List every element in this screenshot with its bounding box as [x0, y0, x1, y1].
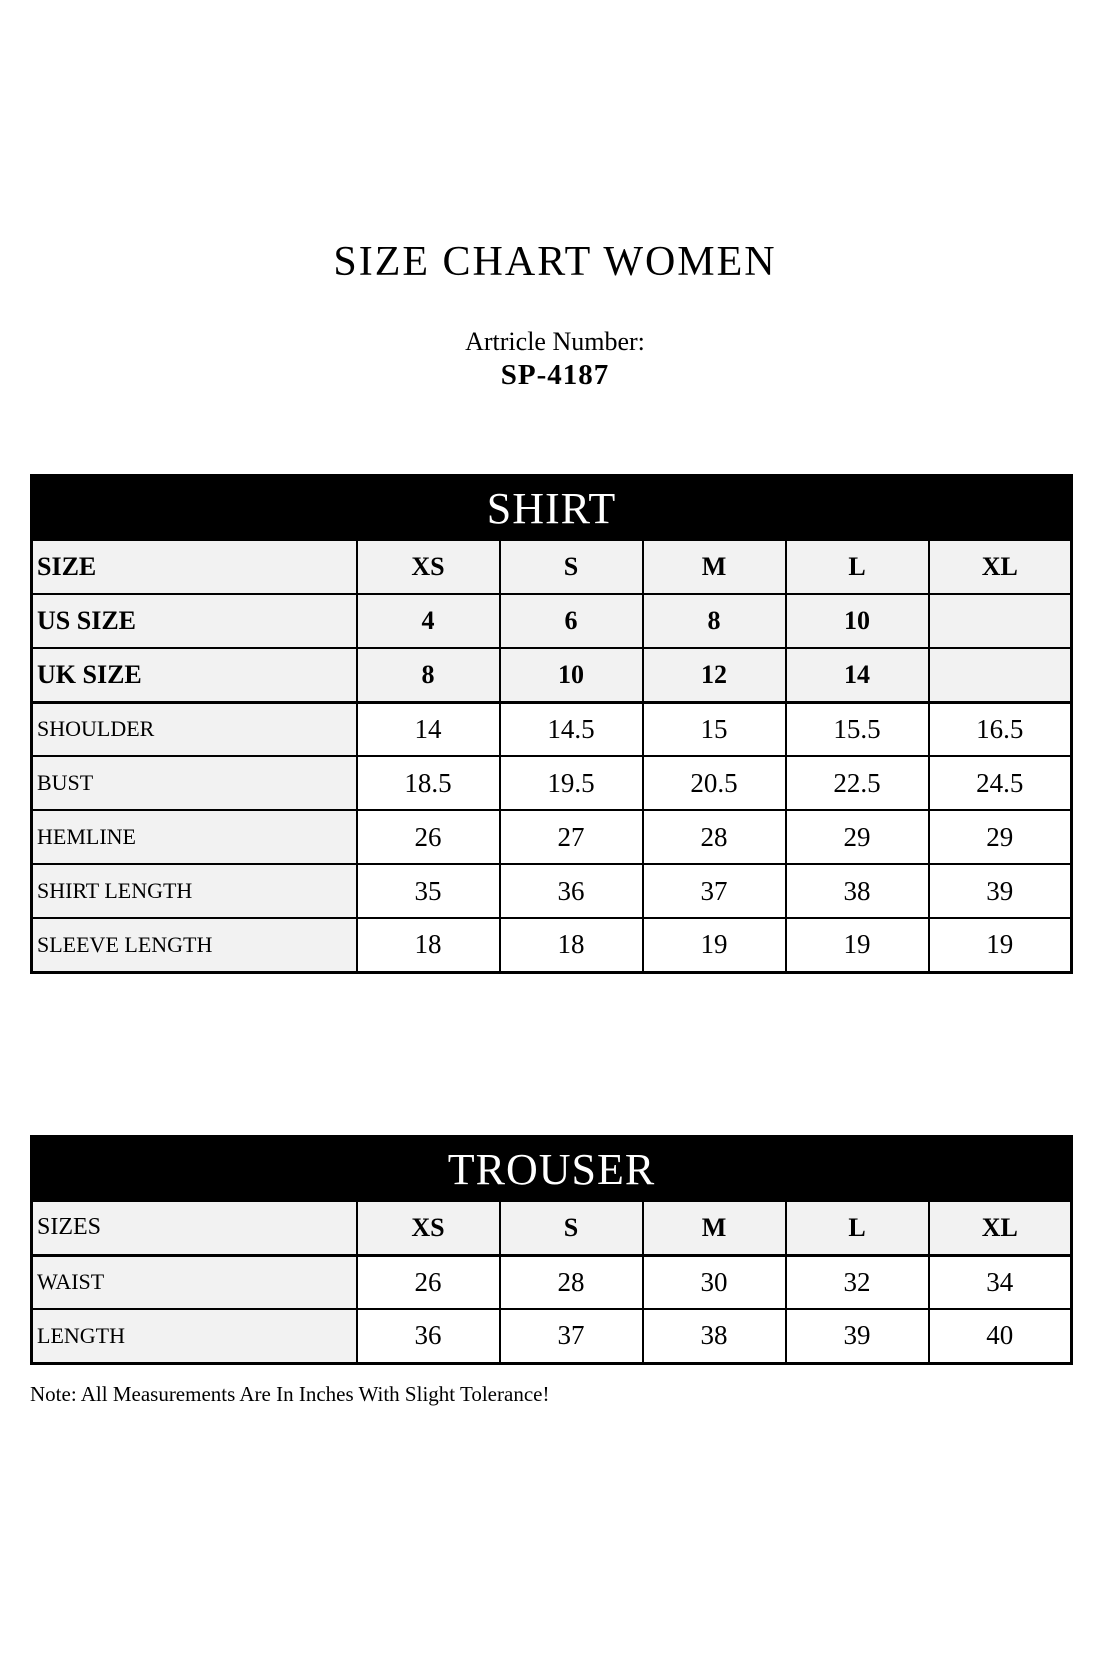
table-row: LENGTH 36 37 38 39 40 — [30, 1308, 1073, 1364]
row-label: SIZES — [30, 1200, 358, 1257]
row-label: SIZE — [30, 539, 358, 595]
row-label: SLEEVE LENGTH — [30, 917, 358, 973]
value-cell: 19 — [784, 917, 930, 973]
value-cell: 38 — [641, 1308, 787, 1364]
value-cell: 35 — [355, 863, 501, 919]
value-cell: 16.5 — [927, 701, 1073, 757]
shirt-banner-row: SHIRT — [30, 474, 1073, 541]
table-row: SHOULDER 14 14.5 15 15.5 16.5 — [30, 701, 1073, 757]
value-cell: 14.5 — [498, 701, 644, 757]
value-cell: 14 — [355, 701, 501, 757]
value-cell: 38 — [784, 863, 930, 919]
value-cell: 40 — [927, 1308, 1073, 1364]
value-cell: 14 — [784, 647, 930, 704]
measurement-note: Note: All Measurements Are In Inches Wit… — [30, 1382, 550, 1406]
row-label: HEMLINE — [30, 809, 358, 865]
value-cell: 24.5 — [927, 755, 1073, 811]
article-number-label: Artricle Number: — [465, 327, 645, 356]
size-header-cell: XL — [927, 539, 1073, 595]
value-cell: 37 — [498, 1308, 644, 1364]
value-cell: 27 — [498, 809, 644, 865]
table-row: HEMLINE 26 27 28 29 29 — [30, 809, 1073, 865]
table-row: SHIRT LENGTH 35 36 37 38 39 — [30, 863, 1073, 919]
value-cell: 39 — [784, 1308, 930, 1364]
value-cell: 18 — [355, 917, 501, 973]
row-label: SHOULDER — [30, 701, 358, 757]
value-cell: 18.5 — [355, 755, 501, 811]
value-cell: 36 — [355, 1308, 501, 1364]
row-label: US SIZE — [30, 593, 358, 649]
value-cell: 28 — [498, 1254, 644, 1310]
value-cell: 28 — [641, 809, 787, 865]
size-header-cell: S — [498, 539, 644, 595]
trouser-banner-row: TROUSER — [30, 1135, 1073, 1202]
value-cell: 15 — [641, 701, 787, 757]
table-row: BUST 18.5 19.5 20.5 22.5 24.5 — [30, 755, 1073, 811]
table-row: UK SIZE 8 10 12 14 — [30, 647, 1073, 704]
value-cell: 19 — [927, 917, 1073, 973]
row-label: LENGTH — [30, 1308, 358, 1364]
size-header-cell: M — [641, 539, 787, 595]
value-cell: 12 — [641, 647, 787, 704]
table-row: WAIST 26 28 30 32 34 — [30, 1254, 1073, 1310]
value-cell: 30 — [641, 1254, 787, 1310]
row-label: SHIRT LENGTH — [30, 863, 358, 919]
size-header-cell: S — [498, 1200, 644, 1257]
value-cell: 37 — [641, 863, 787, 919]
size-header-cell: L — [784, 1200, 930, 1257]
value-cell: 18 — [498, 917, 644, 973]
value-cell: 29 — [927, 809, 1073, 865]
value-cell: 36 — [498, 863, 644, 919]
shirt-size-table: SHIRT SIZE XS S M L XL US SIZE 4 6 8 10 … — [30, 474, 1074, 974]
value-cell: 20.5 — [641, 755, 787, 811]
value-cell: 34 — [927, 1254, 1073, 1310]
article-number-value: SP-4187 — [500, 359, 610, 391]
value-cell — [927, 593, 1073, 649]
value-cell: 19 — [641, 917, 787, 973]
shirt-table-banner: SHIRT — [30, 474, 1073, 541]
row-label: WAIST — [30, 1254, 358, 1310]
row-label: UK SIZE — [30, 647, 358, 704]
value-cell: 29 — [784, 809, 930, 865]
size-header-cell: XL — [927, 1200, 1073, 1257]
value-cell: 10 — [784, 593, 930, 649]
value-cell: 26 — [355, 1254, 501, 1310]
row-label: BUST — [30, 755, 358, 811]
value-cell: 6 — [498, 593, 644, 649]
value-cell: 8 — [355, 647, 501, 704]
table-row: US SIZE 4 6 8 10 — [30, 593, 1073, 649]
value-cell: 19.5 — [498, 755, 644, 811]
trouser-table-banner: TROUSER — [30, 1135, 1073, 1202]
value-cell: 10 — [498, 647, 644, 704]
trouser-size-table: TROUSER SIZES XS S M L XL WAIST 26 28 30… — [30, 1135, 1074, 1365]
value-cell: 4 — [355, 593, 501, 649]
value-cell — [927, 647, 1073, 704]
value-cell: 15.5 — [784, 701, 930, 757]
size-header-cell: XS — [355, 1200, 501, 1257]
value-cell: 32 — [784, 1254, 930, 1310]
value-cell: 39 — [927, 863, 1073, 919]
table-row: SIZE XS S M L XL — [30, 539, 1073, 595]
value-cell: 8 — [641, 593, 787, 649]
size-header-cell: XS — [355, 539, 501, 595]
value-cell: 22.5 — [784, 755, 930, 811]
value-cell: 26 — [355, 809, 501, 865]
table-row: SIZES XS S M L XL — [30, 1200, 1073, 1257]
table-row: SLEEVE LENGTH 18 18 19 19 19 — [30, 917, 1073, 973]
page-title: SIZE CHART WOMEN — [333, 239, 777, 285]
size-header-cell: L — [784, 539, 930, 595]
size-header-cell: M — [641, 1200, 787, 1257]
